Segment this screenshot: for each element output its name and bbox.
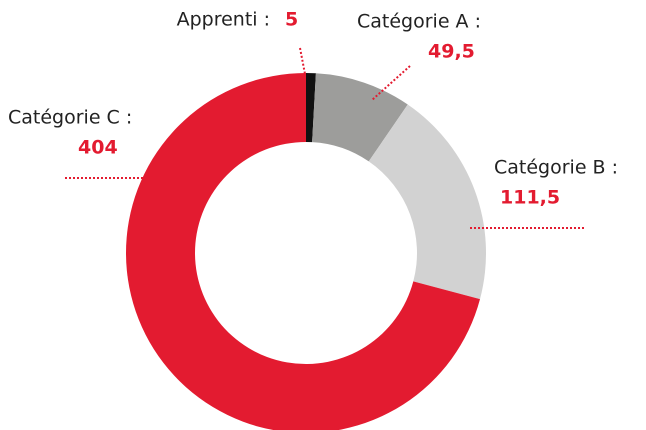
- value-label: 49,5: [428, 41, 475, 63]
- value-label: 111,5: [500, 187, 560, 209]
- donut-segment: [312, 73, 408, 162]
- segment-label: Catégorie C :: [8, 107, 132, 129]
- segment-label: Catégorie A :: [357, 11, 481, 33]
- value-label: 404: [78, 137, 118, 159]
- donut-segment: [126, 73, 480, 430]
- donut-segment: [368, 104, 486, 300]
- leader-line: [371, 65, 411, 101]
- segment-label: Apprenti :: [177, 9, 270, 31]
- value-label: 5: [285, 9, 298, 31]
- donut-segment: [306, 73, 316, 143]
- leader-line: [299, 47, 306, 75]
- segment-label: Catégorie B :: [494, 157, 618, 179]
